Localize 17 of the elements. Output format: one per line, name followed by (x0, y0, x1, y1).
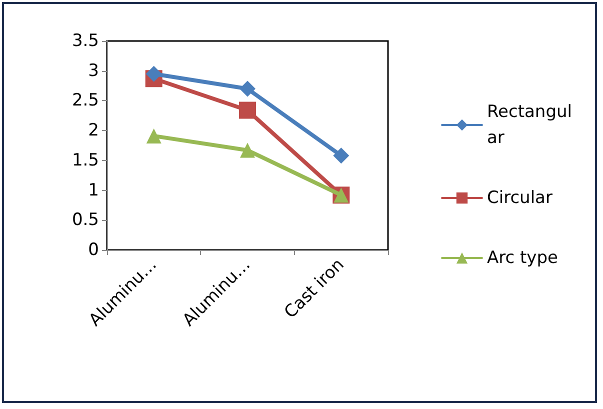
legend-label: Arc type (487, 248, 558, 268)
point (146, 66, 162, 82)
y-tick-label: 2.5 (72, 90, 99, 111)
point (240, 142, 255, 158)
y-tick-label: 0.5 (72, 210, 99, 230)
point (240, 80, 256, 97)
y-tick-label: 3 (88, 60, 99, 81)
y-tick-label: 3.5 (72, 31, 99, 51)
y-tick-label: 1.5 (72, 150, 99, 170)
point (146, 128, 162, 144)
point (239, 102, 256, 119)
y-tick-label: 1 (88, 180, 99, 200)
legend-label: Rectangular (487, 102, 572, 148)
legend-label: Circular (487, 188, 552, 208)
point (333, 148, 350, 164)
y-tick-label: 2 (88, 120, 99, 141)
y-tick-label: 0 (88, 240, 99, 260)
